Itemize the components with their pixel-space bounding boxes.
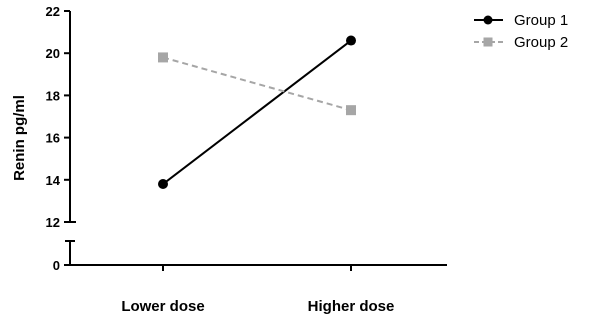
y-tick-label-18: 18 [46,88,60,103]
series-1-point-1 [346,35,356,46]
x-tick-label-1: Higher dose [308,298,395,315]
y-tick-label-12: 12 [46,215,60,230]
axes: Lower dose Higher dose [65,11,447,315]
legend-item-1: Group 1 [474,12,568,29]
series-1 [158,35,356,190]
x-tick-label-0: Lower dose [121,298,204,315]
y-tick-label-22: 22 [46,4,60,19]
y-tick-label-20: 20 [46,46,60,61]
series-2-point-0 [158,52,168,63]
y-axis-title: Renin pg/ml [11,95,28,181]
legend-marker-1 [483,15,493,25]
series-1-line [162,39,352,185]
y-tick-label-14: 14 [46,173,61,188]
y-tick-label-0: 0 [53,258,60,273]
series-2 [158,52,356,116]
series-layer [158,35,356,190]
series-2-line [162,56,352,112]
series-2-point-1 [346,105,356,116]
series-1-point-0 [158,179,168,190]
legend-label-2: Group 2 [514,34,568,51]
y-tick-label-16: 16 [46,131,60,146]
legend-item-2: Group 2 [474,34,568,51]
legend-marker-2 [483,37,493,47]
y-ticks: 12 14 16 18 20 22 0 [46,4,70,273]
legend: Group 1 Group 2 [474,12,568,51]
legend-label-1: Group 1 [514,12,568,29]
